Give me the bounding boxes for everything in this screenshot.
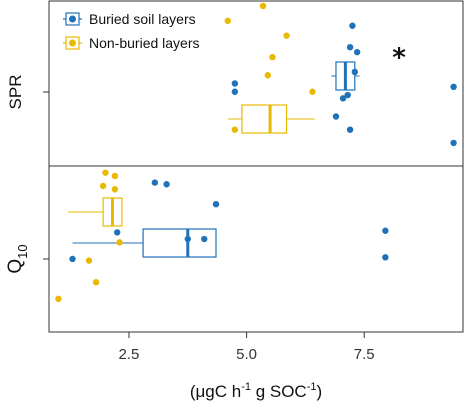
legend: Buried soil layers Non-buried layers — [63, 11, 200, 51]
x-tick-label: 7.5 — [354, 346, 375, 363]
legend-item-nonburied: Non-buried layers — [63, 35, 200, 51]
point-top-non-buried-layers — [283, 32, 290, 39]
point-top-buried-soil-layers — [344, 91, 351, 99]
panel-top-frame — [48, 0, 464, 167]
point-top-buried-soil-layers — [450, 83, 457, 91]
point-top-non-buried-layers — [231, 126, 239, 133]
point-bottom-non-buried-layers — [55, 295, 62, 302]
significance-asterisk: * — [392, 43, 406, 73]
point-bottom-buried-soil-layers — [382, 254, 389, 261]
box-bottom-buried-soil-layers-iqr — [142, 228, 217, 258]
x-axis: 2.5 5.0 7.5 — [119, 332, 375, 363]
panel-top-ylabel: SPR — [6, 75, 25, 110]
x-axis-title-sup1: -1 — [241, 381, 251, 393]
legend-label-nonburied: Non-buried layers — [89, 35, 200, 51]
point-bottom-buried-soil-layers — [151, 179, 159, 186]
x-axis-title-prefix: (μgC h — [190, 382, 241, 401]
point-top-buried-soil-layers — [339, 95, 347, 102]
x-tick-label: 5.0 — [236, 346, 257, 363]
point-top-buried-soil-layers — [346, 126, 354, 133]
point-top-non-buried-layers — [224, 17, 231, 24]
panel-top: SPR * Buried soil layers Non-buried laye… — [6, 0, 464, 167]
panel-bottom-frame — [48, 165, 464, 333]
legend-key-buried-dot — [69, 15, 76, 23]
point-bottom-buried-soil-layers — [114, 229, 121, 236]
point-bottom-buried-soil-layers — [69, 255, 76, 263]
point-top-non-buried-layers — [309, 88, 316, 95]
point-top-buried-soil-layers — [231, 88, 239, 95]
panel-bottom-ylabel-main: Q — [5, 259, 26, 274]
x-axis-title-mid: g SOC — [251, 382, 307, 401]
x-axis-title-suffix: ) — [317, 382, 323, 401]
point-top-buried-soil-layers — [353, 48, 361, 56]
point-top-buried-soil-layers — [450, 139, 457, 147]
box-top-non-buried-layers-iqr — [241, 104, 288, 134]
legend-item-buried: Buried soil layers — [63, 11, 196, 27]
panel-bottom-ylabel: Q10 — [5, 244, 30, 273]
point-bottom-non-buried-layers — [92, 279, 100, 286]
panel-bottom: Q10 — [5, 165, 464, 333]
panel-bottom-marks — [55, 169, 389, 302]
point-bottom-non-buried-layers — [111, 186, 119, 193]
legend-label-buried: Buried soil layers — [89, 11, 196, 27]
x-axis-title: (μgC h-1 g SOC-1) — [190, 381, 322, 401]
point-top-buried-soil-layers — [231, 80, 239, 87]
point-bottom-buried-soil-layers — [201, 235, 208, 243]
point-bottom-buried-soil-layers — [184, 235, 191, 243]
point-top-buried-soil-layers — [346, 44, 354, 51]
point-top-non-buried-layers — [264, 72, 271, 79]
legend-key-nonburied-dot — [69, 39, 76, 47]
point-bottom-non-buried-layers — [99, 182, 107, 190]
point-top-non-buried-layers — [269, 53, 276, 61]
point-top-non-buried-layers — [259, 2, 267, 10]
point-top-buried-soil-layers — [349, 22, 356, 29]
panel-bottom-ylabel-sub: 10 — [15, 244, 30, 258]
point-bottom-non-buried-layers — [111, 172, 119, 180]
point-bottom-non-buried-layers — [85, 257, 93, 264]
point-bottom-buried-soil-layers — [382, 227, 389, 234]
point-bottom-non-buried-layers — [116, 239, 123, 246]
point-bottom-buried-soil-layers — [163, 181, 170, 188]
point-top-buried-soil-layers — [351, 68, 358, 76]
point-top-buried-soil-layers — [332, 113, 340, 120]
x-tick-label: 2.5 — [119, 346, 140, 363]
x-axis-title-sup2: -1 — [307, 381, 317, 393]
point-bottom-non-buried-layers — [102, 169, 109, 176]
panel-top-marks — [224, 2, 457, 147]
point-bottom-buried-soil-layers — [212, 200, 220, 208]
